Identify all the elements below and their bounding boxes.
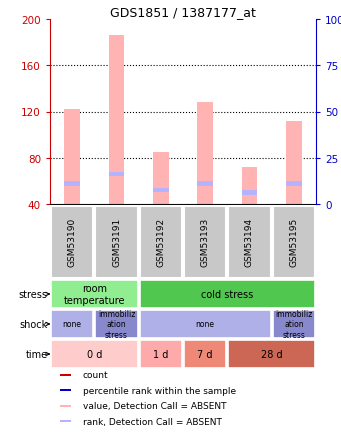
Text: 28 d: 28 d — [261, 349, 282, 359]
Text: GSM53191: GSM53191 — [112, 217, 121, 266]
Bar — [95, 206, 138, 278]
Text: shock: shock — [19, 319, 48, 329]
Text: percentile rank within the sample: percentile rank within the sample — [83, 386, 236, 395]
Bar — [228, 340, 315, 368]
Bar — [64, 181, 80, 186]
Text: 0 d: 0 d — [87, 349, 102, 359]
Text: room
temperature: room temperature — [63, 283, 125, 305]
Bar — [197, 181, 213, 186]
Text: count: count — [83, 371, 108, 379]
Text: cold stress: cold stress — [201, 289, 253, 299]
Bar — [242, 191, 257, 195]
Bar — [153, 153, 168, 204]
Bar — [60, 374, 72, 376]
Bar — [109, 172, 124, 177]
Text: value, Detection Call = ABSENT: value, Detection Call = ABSENT — [83, 401, 226, 410]
Bar — [197, 103, 213, 204]
Bar — [153, 188, 168, 193]
Text: none: none — [63, 320, 81, 329]
Bar — [60, 405, 72, 407]
Bar — [286, 122, 301, 204]
Bar — [60, 420, 72, 422]
Bar — [139, 340, 182, 368]
Bar — [272, 310, 315, 339]
Text: GSM53194: GSM53194 — [245, 217, 254, 266]
Bar — [109, 36, 124, 204]
Bar — [95, 310, 138, 339]
Text: rank, Detection Call = ABSENT: rank, Detection Call = ABSENT — [83, 417, 222, 426]
Bar — [139, 310, 271, 339]
Text: time: time — [26, 349, 48, 359]
Text: GSM53195: GSM53195 — [289, 217, 298, 266]
Bar — [139, 280, 315, 309]
Bar — [272, 206, 315, 278]
Bar — [51, 206, 93, 278]
Text: stress: stress — [19, 289, 48, 299]
Text: 7 d: 7 d — [197, 349, 213, 359]
Bar — [242, 168, 257, 204]
Bar — [184, 206, 226, 278]
Text: immobiliz
ation
stress: immobiliz ation stress — [275, 309, 312, 339]
Text: immobiliz
ation
stress: immobiliz ation stress — [98, 309, 135, 339]
Bar — [228, 206, 271, 278]
Bar — [184, 340, 226, 368]
Bar — [51, 280, 138, 309]
Bar — [64, 110, 80, 204]
Text: GSM53190: GSM53190 — [68, 217, 77, 266]
Bar — [286, 181, 301, 186]
Bar — [60, 390, 72, 391]
Text: none: none — [196, 320, 215, 329]
Bar — [51, 310, 93, 339]
Bar — [51, 340, 138, 368]
Bar — [139, 206, 182, 278]
Text: GSM53193: GSM53193 — [201, 217, 210, 266]
Text: 1 d: 1 d — [153, 349, 168, 359]
Title: GDS1851 / 1387177_at: GDS1851 / 1387177_at — [110, 6, 256, 19]
Text: GSM53192: GSM53192 — [156, 217, 165, 266]
